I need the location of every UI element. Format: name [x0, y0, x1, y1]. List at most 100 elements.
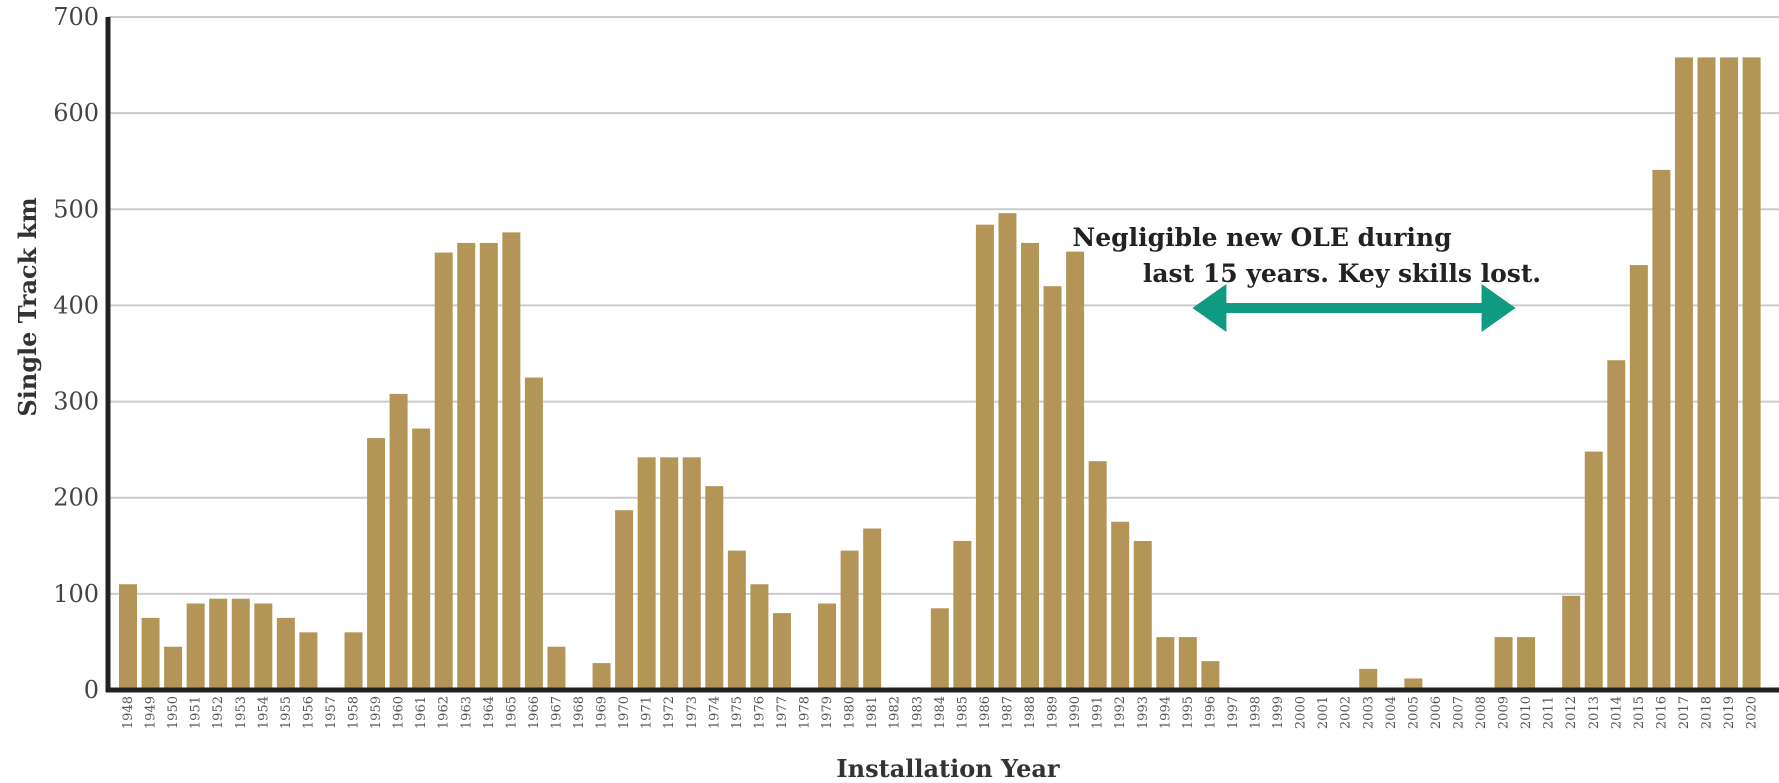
x-tick-label: 2001: [1316, 696, 1331, 729]
bar-1966: [524, 377, 543, 690]
x-tick-label: 1960: [392, 696, 407, 729]
x-tick-label: 1988: [1023, 696, 1038, 729]
bar-1965: [502, 232, 521, 691]
x-tick-label: 1967: [549, 696, 564, 729]
arrow-head-right: [1481, 284, 1516, 333]
bar-1991: [1088, 461, 1107, 690]
x-tick-label: 1964: [482, 696, 497, 729]
gridlines: [108, 16, 1779, 595]
bar-1972: [660, 457, 679, 690]
bar-1960: [389, 393, 408, 690]
bar-1963: [457, 242, 476, 690]
bar-1949: [141, 617, 160, 690]
bar-1971: [637, 457, 656, 690]
x-tick-label: 2010: [1519, 696, 1534, 729]
bar-2012: [1562, 595, 1581, 690]
bar-1990: [1066, 251, 1085, 691]
y-tick-labels: 0 100 200 300 400 500 600 700: [53, 3, 99, 704]
x-tick-label: 1962: [437, 696, 452, 729]
bars: [119, 57, 1761, 691]
bar-1974: [705, 486, 724, 690]
bar-1975: [727, 550, 746, 690]
bar-1985: [953, 540, 972, 690]
bar-1969: [592, 663, 611, 690]
x-tick-label: 2020: [1745, 696, 1760, 729]
x-tick-label: 1965: [504, 696, 519, 729]
bar-1977: [772, 613, 791, 690]
x-tick-label: 2003: [1361, 696, 1376, 729]
x-tick-label: 1982: [888, 696, 903, 729]
bar-1961: [412, 428, 431, 690]
annotation-line-2: last 15 years. Key skills lost.: [1143, 259, 1541, 288]
x-tick-label: 1968: [572, 696, 587, 729]
x-tick-label: 2014: [1609, 696, 1624, 729]
x-tick-label: 1951: [189, 696, 204, 729]
bar-1973: [682, 457, 701, 690]
bar-2014: [1607, 360, 1626, 690]
x-tick-label: 2004: [1384, 696, 1399, 729]
bar-2019: [1720, 57, 1739, 690]
x-tick-label: 2006: [1429, 696, 1444, 729]
bar-1962: [434, 252, 453, 691]
x-tick-label: 1994: [1158, 696, 1173, 729]
bar-1956: [299, 632, 318, 690]
x-tick-label: 1995: [1181, 696, 1196, 729]
x-tick-label: 2015: [1632, 696, 1647, 729]
x-tick-label: 1957: [324, 696, 339, 729]
x-tick-label: 1989: [1046, 696, 1061, 729]
bar-1986: [975, 224, 994, 690]
y-tick-label: 600: [53, 99, 99, 127]
bar-1976: [750, 584, 769, 690]
bar-2003: [1359, 668, 1378, 690]
x-tick-label: 2017: [1677, 696, 1692, 729]
y-axis-title: Single Track km: [13, 197, 42, 416]
x-tick-label: 1986: [978, 696, 993, 729]
x-axis-title: Installation Year: [836, 754, 1059, 783]
x-tick-label: 1970: [617, 696, 632, 729]
y-tick-label: 400: [53, 291, 99, 319]
bar-1959: [367, 438, 386, 690]
y-tick-label: 700: [53, 3, 99, 31]
bar-2009: [1494, 637, 1513, 690]
bar-1958: [344, 632, 363, 690]
bar-1954: [254, 603, 273, 690]
bar-1964: [479, 242, 498, 690]
bar-1992: [1111, 521, 1130, 690]
bar-2005: [1404, 678, 1423, 690]
bar-1950: [164, 646, 183, 690]
bar-2015: [1629, 265, 1648, 690]
x-tick-label: 2016: [1654, 696, 1669, 729]
x-tick-labels: 1948 1949 1950 1951 1952 1953 1954 1955 1956 1957…: [121, 696, 1760, 729]
x-tick-label: 1958: [347, 696, 362, 729]
x-tick-label: 1987: [1000, 696, 1015, 729]
x-tick-label: 1992: [1113, 696, 1128, 729]
x-tick-label: 1984: [933, 696, 948, 729]
x-tick-label: 1975: [730, 696, 745, 729]
bar-2010: [1517, 637, 1536, 690]
x-tick-label: 1981: [865, 696, 880, 729]
bar-1981: [863, 528, 882, 690]
x-tick-label: 1979: [820, 696, 835, 729]
x-tick-label: 1953: [234, 696, 249, 729]
double-arrow-icon: [1192, 284, 1516, 333]
bar-1951: [186, 603, 205, 690]
bar-1979: [818, 603, 837, 690]
bar-1989: [1043, 286, 1062, 690]
x-tick-label: 1963: [459, 696, 474, 729]
x-tick-label: 2005: [1406, 696, 1421, 729]
bar-1987: [998, 213, 1017, 691]
x-tick-label: 1983: [910, 696, 925, 729]
bar-2020: [1742, 57, 1761, 690]
x-tick-label: 2002: [1339, 696, 1354, 729]
x-tick-label: 2009: [1497, 696, 1512, 729]
y-tick-label: 300: [53, 388, 99, 416]
arrow-head-left: [1192, 284, 1227, 333]
x-tick-label: 1980: [843, 696, 858, 729]
x-tick-label: 1990: [1068, 696, 1083, 729]
x-tick-label: 1959: [369, 696, 384, 729]
x-tick-label: 1949: [144, 696, 159, 729]
bar-1953: [231, 598, 250, 690]
bar-2017: [1674, 57, 1693, 690]
bar-1988: [1021, 242, 1039, 690]
